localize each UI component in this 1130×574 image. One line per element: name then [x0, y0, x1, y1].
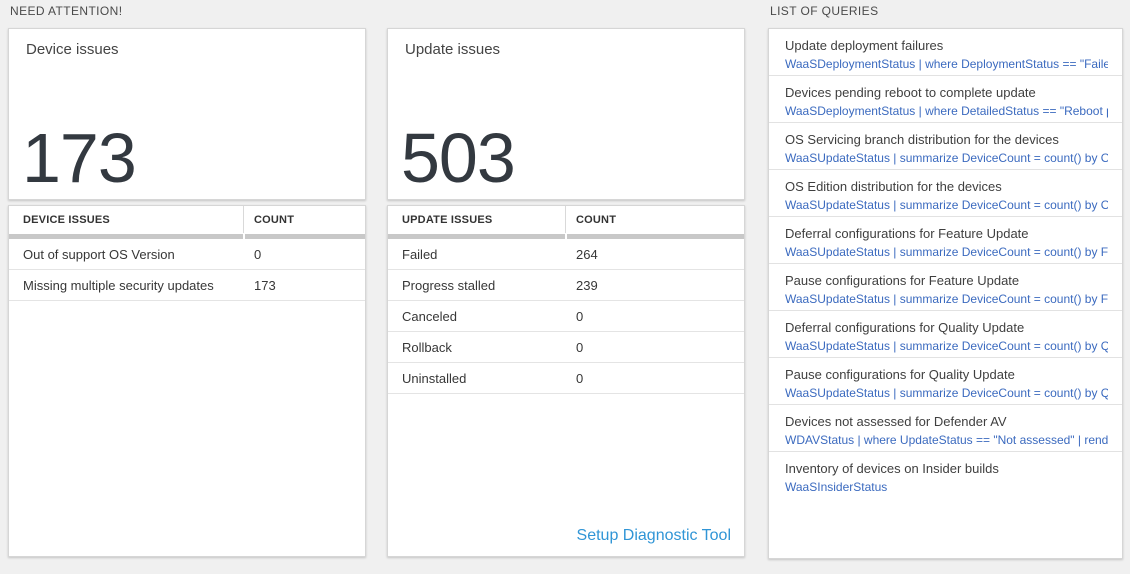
row-count: 264 — [576, 246, 598, 262]
query-text: WaaSUpdateStatus | summarize DeviceCount… — [785, 339, 1108, 353]
need-attention-section: NEED ATTENTION! Device issues 173 DEVICE… — [8, 0, 366, 574]
row-label: Out of support OS Version — [23, 246, 175, 262]
device-table-header-count: COUNT — [254, 213, 295, 226]
queries-section: LIST OF QUERIES Update deployment failur… — [768, 0, 1123, 574]
table-row[interactable]: Failed 264 — [388, 239, 744, 270]
device-table-header-row: DEVICE ISSUES COUNT — [9, 206, 365, 233]
query-item[interactable]: Pause configurations for Quality Update … — [769, 358, 1122, 405]
query-text: WaaSDeploymentStatus | where DetailedSta… — [785, 104, 1108, 118]
query-text: WaaSUpdateStatus | summarize DeviceCount… — [785, 151, 1108, 165]
update-issues-card-title: Update issues — [405, 41, 501, 58]
query-text: WaaSInsiderStatus — [785, 480, 888, 494]
query-text: WDAVStatus | where UpdateStatus == "Not … — [785, 433, 1108, 447]
query-title: Pause configurations for Quality Update — [785, 367, 1015, 382]
query-text: WaaSUpdateStatus | summarize DeviceCount… — [785, 198, 1108, 212]
query-text: WaaSUpdateStatus | summarize DeviceCount… — [785, 245, 1108, 259]
row-count: 0 — [254, 246, 262, 262]
update-issues-card[interactable]: Update issues 503 — [387, 28, 745, 200]
query-item[interactable]: Devices pending reboot to complete updat… — [769, 76, 1122, 123]
query-title: OS Edition distribution for the devices — [785, 179, 1002, 194]
device-issues-card[interactable]: Device issues 173 — [8, 28, 366, 200]
row-count: 173 — [254, 277, 276, 293]
row-label: Missing multiple security updates — [23, 277, 214, 293]
row-label: Uninstalled — [402, 370, 467, 386]
row-label: Failed — [402, 246, 438, 262]
query-item[interactable]: Inventory of devices on Insider builds W… — [769, 452, 1122, 499]
query-title: Deferral configurations for Feature Upda… — [785, 226, 1029, 241]
need-attention-heading: NEED ATTENTION! — [10, 4, 123, 18]
query-item[interactable]: Update deployment failures WaaSDeploymen… — [769, 29, 1122, 76]
query-item[interactable]: Pause configurations for Feature Update … — [769, 264, 1122, 311]
row-count: 0 — [576, 339, 584, 355]
update-issues-section: Update issues 503 UPDATE ISSUES COUNT Fa… — [387, 0, 745, 574]
query-text: WaaSDeploymentStatus | where DeploymentS… — [785, 57, 1108, 71]
query-title: OS Servicing branch distribution for the… — [785, 132, 1059, 147]
table-row[interactable]: Missing multiple security updates 173 — [9, 270, 365, 301]
device-issues-card-title: Device issues — [26, 41, 119, 58]
device-table-scrollbar — [9, 234, 365, 239]
table-row[interactable]: Progress stalled 239 — [388, 270, 744, 301]
query-item[interactable]: Deferral configurations for Quality Upda… — [769, 311, 1122, 358]
device-issues-table: DEVICE ISSUES COUNT Out of support OS Ve… — [8, 205, 366, 557]
query-item[interactable]: Deferral configurations for Feature Upda… — [769, 217, 1122, 264]
row-label: Progress stalled — [402, 277, 496, 293]
update-table-header-count: COUNT — [576, 213, 617, 226]
query-title: Devices pending reboot to complete updat… — [785, 85, 1036, 100]
table-row[interactable]: Uninstalled 0 — [388, 363, 744, 394]
query-title: Pause configurations for Feature Update — [785, 273, 1020, 288]
query-item[interactable]: OS Edition distribution for the devices … — [769, 170, 1122, 217]
table-row[interactable]: Rollback 0 — [388, 332, 744, 363]
update-issues-count: 503 — [401, 118, 516, 197]
query-title: Inventory of devices on Insider builds — [785, 461, 999, 476]
row-label: Canceled — [402, 308, 457, 324]
update-table-scrollbar — [388, 234, 744, 239]
query-text: WaaSUpdateStatus | summarize DeviceCount… — [785, 386, 1108, 400]
queries-panel: Update deployment failures WaaSDeploymen… — [768, 28, 1123, 559]
query-title: Update deployment failures — [785, 38, 944, 53]
setup-diagnostic-tool-link[interactable]: Setup Diagnostic Tool — [576, 527, 731, 544]
device-table-header-issues: DEVICE ISSUES — [9, 206, 244, 233]
query-item[interactable]: Devices not assessed for Defender AV WDA… — [769, 405, 1122, 452]
update-issues-table: UPDATE ISSUES COUNT Failed 264 Progress … — [387, 205, 745, 557]
update-table-header-row: UPDATE ISSUES COUNT — [388, 206, 744, 233]
device-issues-count: 173 — [22, 118, 137, 197]
row-label: Rollback — [402, 339, 452, 355]
query-title: Deferral configurations for Quality Upda… — [785, 320, 1025, 335]
row-count: 239 — [576, 277, 598, 293]
row-count: 0 — [576, 308, 584, 324]
table-row[interactable]: Out of support OS Version 0 — [9, 239, 365, 270]
list-of-queries-heading: LIST OF QUERIES — [770, 4, 879, 18]
query-title: Devices not assessed for Defender AV — [785, 414, 1007, 429]
table-row[interactable]: Canceled 0 — [388, 301, 744, 332]
update-table-header-issues: UPDATE ISSUES — [388, 206, 566, 233]
query-text: WaaSUpdateStatus | summarize DeviceCount… — [785, 292, 1108, 306]
row-count: 0 — [576, 370, 584, 386]
query-item[interactable]: OS Servicing branch distribution for the… — [769, 123, 1122, 170]
